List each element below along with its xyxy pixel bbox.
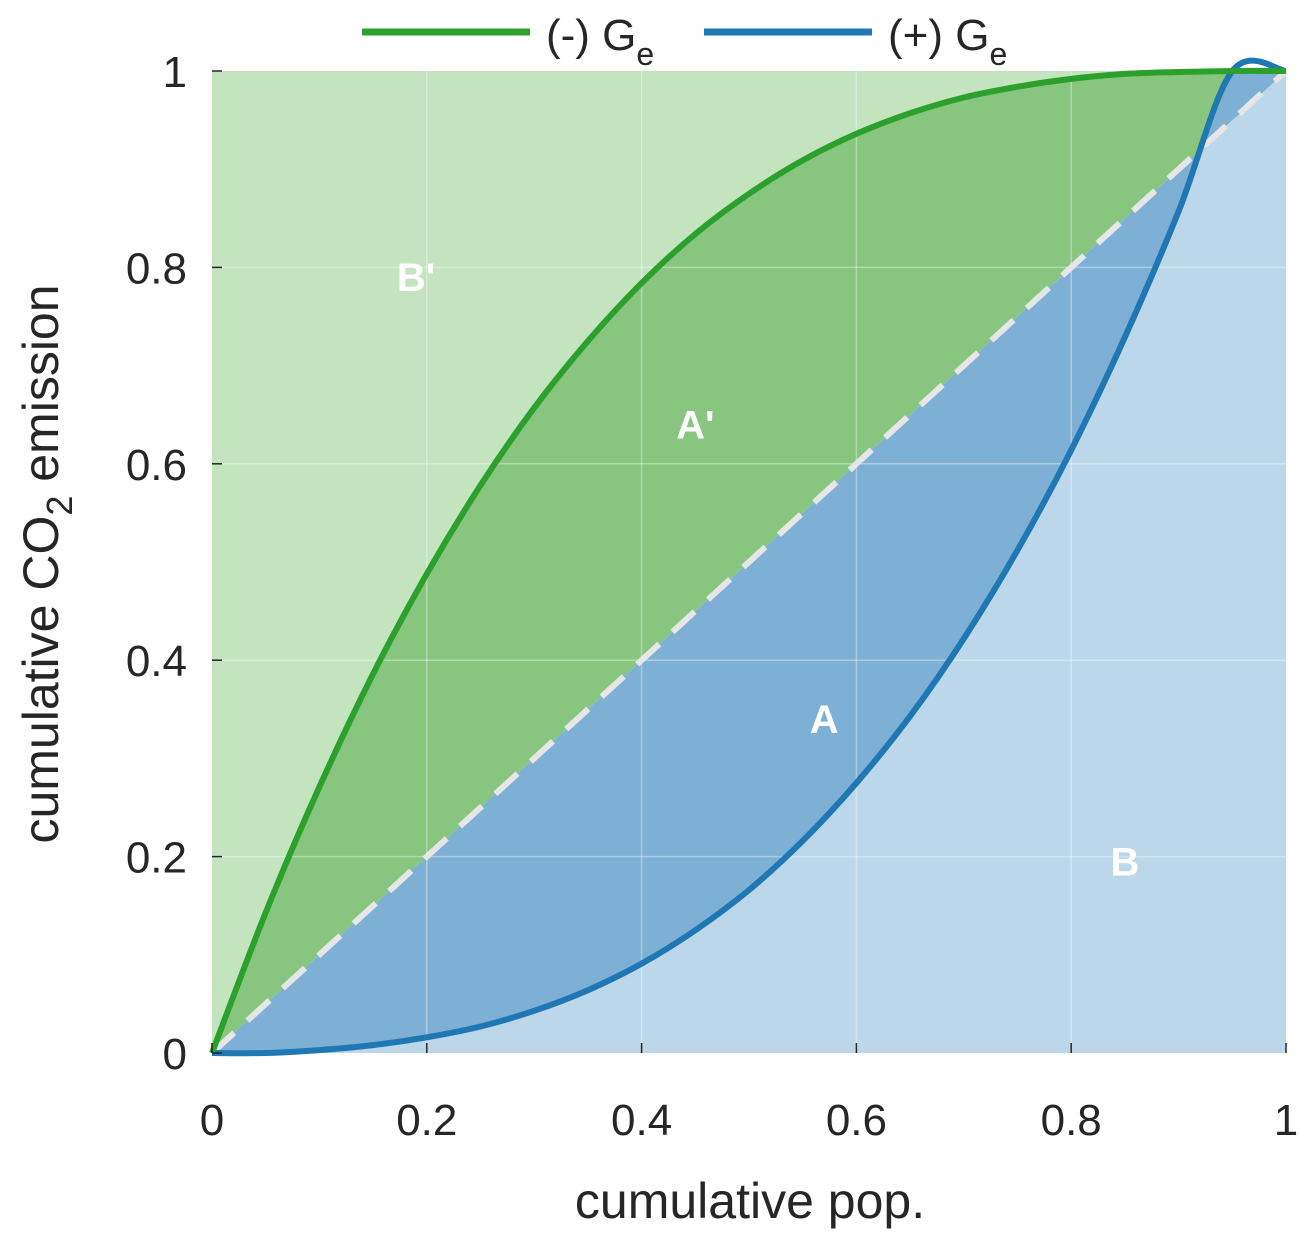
x-tick-label: 1 [1274, 1096, 1298, 1145]
y-axis-label: cumulative CO2 emission [13, 284, 80, 843]
region-fill-b-prime [212, 71, 1286, 1053]
legend-entry-negative: (-) Ge [362, 11, 654, 72]
region-fill-b [212, 71, 1286, 1053]
region-label: A [810, 698, 839, 742]
region-label: B [1110, 841, 1139, 885]
x-tick-label: 0.2 [396, 1096, 457, 1145]
x-tick-label: 0.6 [826, 1096, 887, 1145]
region-labels: B' A' A B [397, 256, 1139, 884]
x-tick-label: 0.4 [611, 1096, 672, 1145]
series-line-positive [211, 57, 1287, 1057]
y-tick-label: 0.6 [126, 441, 187, 490]
legend-label-positive: (+) Ge [888, 11, 1007, 72]
y-tick-label: 0.4 [126, 637, 187, 686]
y-tick-label: 0.8 [126, 244, 187, 293]
series-line-equality [209, 68, 1289, 1056]
y-tick-label: 1 [163, 48, 187, 97]
grid-lines [212, 71, 1286, 1053]
series-lines [209, 57, 1289, 1057]
legend-label-negative: (-) Ge [546, 11, 654, 72]
axis-ticks: 0 0.2 0.4 0.6 0.8 1 0 0.2 0.4 0.6 0.8 1 [126, 48, 1298, 1145]
region-label: B' [397, 256, 435, 300]
legend: (-) Ge (+) Ge [362, 11, 1007, 72]
legend-entry-positive: (+) Ge [704, 11, 1007, 72]
x-tick-label: 0.8 [1041, 1096, 1102, 1145]
x-axis-label: cumulative pop. [575, 1173, 925, 1229]
region-label: A' [676, 404, 714, 448]
series-line-negative [209, 67, 1287, 1055]
y-tick-label: 0 [163, 1030, 187, 1079]
y-tick-label: 0.2 [126, 834, 187, 883]
x-tick-label: 0 [200, 1096, 224, 1145]
